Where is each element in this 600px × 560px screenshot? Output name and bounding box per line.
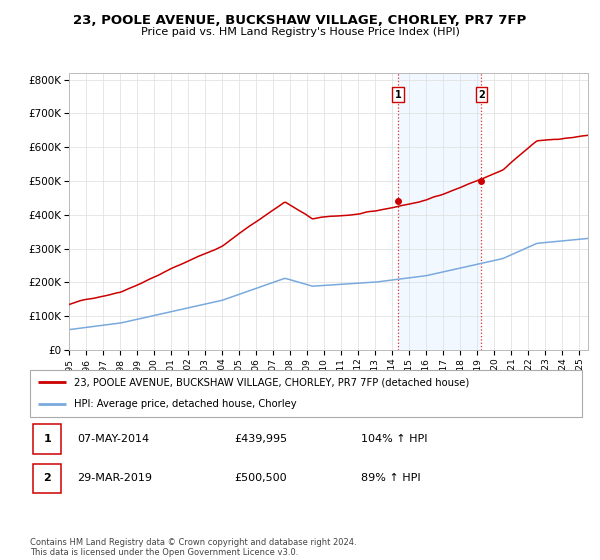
FancyBboxPatch shape — [33, 424, 61, 454]
Bar — [398, 73, 481, 350]
Text: 1: 1 — [395, 90, 401, 100]
Text: 23, POOLE AVENUE, BUCKSHAW VILLAGE, CHORLEY, PR7 7FP: 23, POOLE AVENUE, BUCKSHAW VILLAGE, CHOR… — [73, 14, 527, 27]
FancyBboxPatch shape — [30, 370, 582, 417]
Text: 2: 2 — [43, 473, 51, 483]
Text: Price paid vs. HM Land Registry's House Price Index (HPI): Price paid vs. HM Land Registry's House … — [140, 27, 460, 37]
Text: 1: 1 — [43, 434, 51, 444]
Text: Contains HM Land Registry data © Crown copyright and database right 2024.
This d: Contains HM Land Registry data © Crown c… — [30, 538, 356, 557]
Text: 29-MAR-2019: 29-MAR-2019 — [77, 473, 152, 483]
Text: 07-MAY-2014: 07-MAY-2014 — [77, 434, 149, 444]
Text: 2: 2 — [478, 90, 485, 100]
Text: HPI: Average price, detached house, Chorley: HPI: Average price, detached house, Chor… — [74, 399, 297, 409]
FancyBboxPatch shape — [33, 464, 61, 493]
Text: 89% ↑ HPI: 89% ↑ HPI — [361, 473, 421, 483]
Text: 23, POOLE AVENUE, BUCKSHAW VILLAGE, CHORLEY, PR7 7FP (detached house): 23, POOLE AVENUE, BUCKSHAW VILLAGE, CHOR… — [74, 377, 469, 388]
Text: £500,500: £500,500 — [234, 473, 287, 483]
Text: 104% ↑ HPI: 104% ↑ HPI — [361, 434, 428, 444]
Text: £439,995: £439,995 — [234, 434, 287, 444]
